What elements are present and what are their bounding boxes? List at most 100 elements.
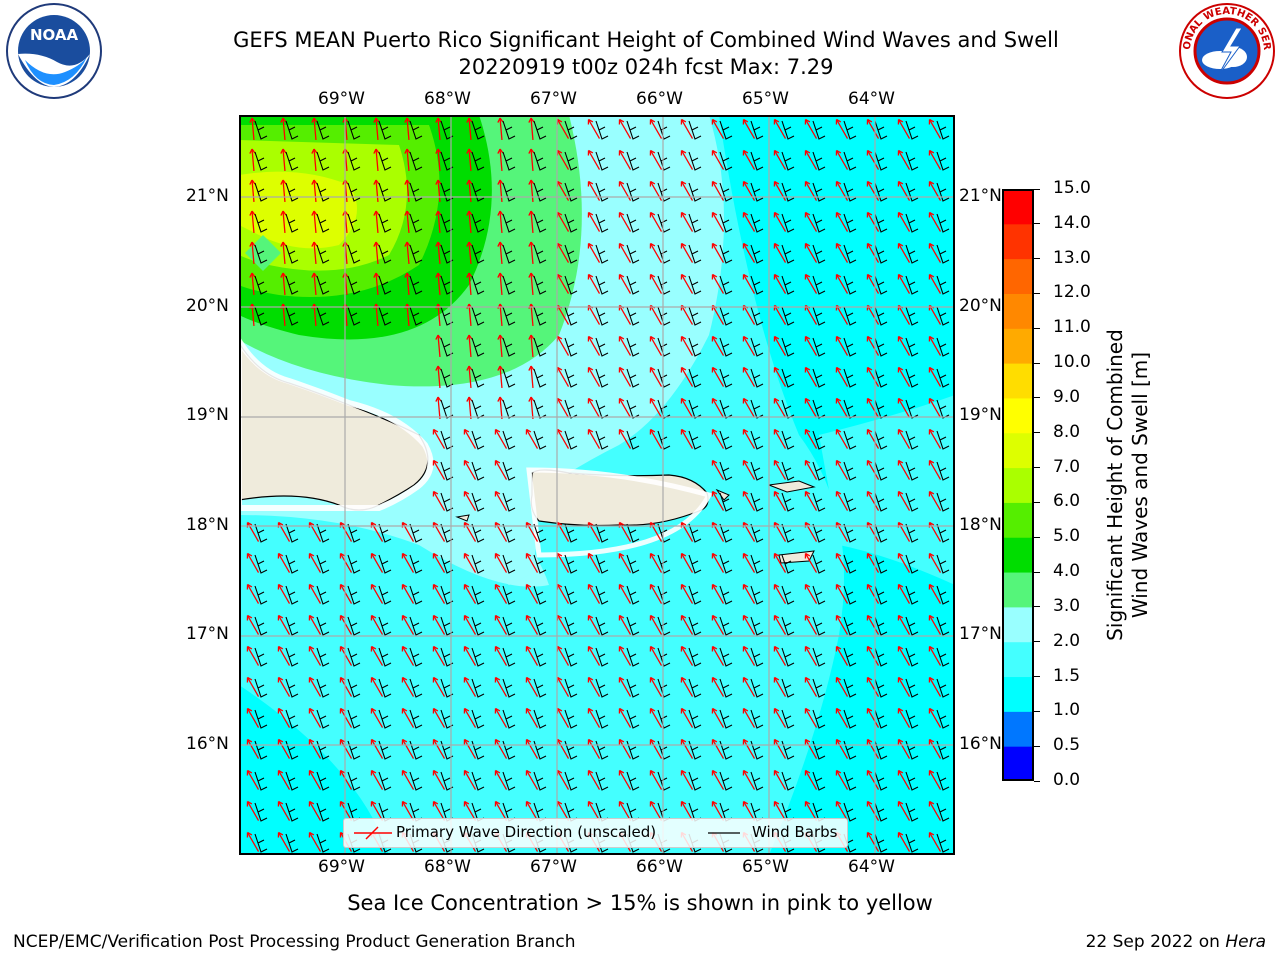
wave-direction-arrowhead bbox=[528, 241, 535, 247]
wave-direction-arrow bbox=[251, 272, 255, 296]
wave-direction-arrowhead bbox=[618, 676, 625, 683]
wave-direction-arrow bbox=[928, 119, 942, 139]
wave-direction-arrow bbox=[804, 553, 818, 573]
wind-barb bbox=[564, 306, 578, 326]
wind-barb bbox=[843, 585, 857, 605]
wave-direction-arrow bbox=[835, 677, 849, 697]
wind-barb bbox=[812, 492, 826, 512]
wave-direction-arrow bbox=[437, 396, 441, 420]
wave-direction-arrow bbox=[804, 460, 818, 480]
wave-direction-arrow bbox=[649, 801, 663, 821]
wave-direction-arrowhead bbox=[804, 397, 811, 404]
wind-barb bbox=[626, 182, 640, 202]
wave-direction-arrow bbox=[556, 553, 570, 573]
colorbar-tick-label: 3.0 bbox=[1053, 595, 1081, 616]
wave-direction-arrow bbox=[618, 274, 632, 294]
wind-barb bbox=[750, 182, 764, 202]
wave-direction-arrowhead bbox=[835, 614, 842, 621]
wind-barb bbox=[812, 182, 826, 202]
wave-direction-arrow bbox=[463, 429, 477, 449]
wave-direction-arrowhead bbox=[494, 459, 501, 466]
wave-direction-arrowhead bbox=[401, 738, 408, 745]
wave-direction-arrowhead bbox=[497, 396, 504, 402]
wind-barb bbox=[719, 771, 733, 791]
wave-direction-arrow bbox=[587, 708, 601, 728]
wind-barb bbox=[533, 616, 547, 636]
colorbar-tick-mark bbox=[1034, 710, 1040, 712]
wave-direction-arrowhead bbox=[618, 707, 625, 714]
wind-barb bbox=[378, 554, 392, 574]
wave-direction-arrow bbox=[432, 584, 446, 604]
wave-direction-arrowhead bbox=[435, 272, 442, 278]
wind-barb bbox=[812, 709, 826, 729]
colorbar-tick-label: 15.0 bbox=[1053, 178, 1091, 198]
wave-direction-arrowhead bbox=[680, 118, 687, 125]
wave-direction-arrowhead bbox=[804, 149, 811, 156]
wind-barb bbox=[347, 523, 361, 543]
wind-barb bbox=[471, 337, 485, 357]
wind-barb bbox=[657, 647, 671, 667]
wave-direction-arrow bbox=[680, 429, 694, 449]
wave-direction-arrowhead bbox=[649, 583, 656, 590]
wind-barb bbox=[688, 399, 702, 419]
wave-direction-arrow bbox=[406, 148, 410, 172]
wind-barb bbox=[564, 585, 578, 605]
wave-direction-arrowhead bbox=[680, 149, 687, 156]
wave-direction-arrow bbox=[866, 708, 880, 728]
wind-barb bbox=[874, 554, 888, 574]
wave-direction-arrow bbox=[587, 212, 601, 232]
wind-barb bbox=[285, 523, 299, 543]
wind-barb bbox=[409, 678, 423, 698]
wind-barb bbox=[781, 337, 795, 357]
wind-barb bbox=[564, 678, 578, 698]
wind-barb bbox=[812, 771, 826, 791]
wave-direction-arrow bbox=[251, 210, 255, 234]
wind-barb bbox=[533, 151, 547, 171]
wave-direction-arrowhead bbox=[311, 241, 318, 247]
wind-barb bbox=[750, 430, 764, 450]
wave-direction-arrow bbox=[556, 584, 570, 604]
wave-direction-arrow bbox=[463, 584, 477, 604]
wave-direction-arrowhead bbox=[804, 614, 811, 621]
wind-barb bbox=[595, 244, 609, 264]
colorbar-swatch bbox=[1002, 537, 1034, 573]
wave-direction-arrowhead bbox=[649, 521, 656, 528]
colorbar-swatch bbox=[1002, 606, 1034, 643]
colorbar-tick-label: 9.0 bbox=[1053, 386, 1081, 407]
wave-direction-arrow bbox=[432, 677, 446, 697]
wave-direction-arrow bbox=[499, 241, 503, 265]
wind-barb bbox=[812, 554, 826, 574]
wave-direction-arrow bbox=[246, 770, 260, 790]
wind-barb bbox=[347, 647, 361, 667]
wave-direction-arrowhead bbox=[618, 614, 625, 621]
footer-credit: NCEP/EMC/Verification Post Processing Pr… bbox=[13, 932, 576, 952]
wave-direction-arrowhead bbox=[373, 272, 380, 278]
wave-direction-arrow bbox=[251, 303, 255, 327]
wave-direction-arrow bbox=[308, 832, 322, 852]
nws-logo: NATIONAL WEATHER SERVICE bbox=[1174, 0, 1276, 100]
wave-direction-arrow bbox=[437, 179, 441, 203]
wave-band-2.0-3.0-mona bbox=[439, 445, 539, 585]
wind-barb bbox=[378, 306, 392, 326]
wave-direction-arrow bbox=[251, 148, 255, 172]
wave-direction-arrow bbox=[773, 584, 787, 604]
wave-direction-arrow bbox=[525, 646, 539, 666]
wave-direction-arrowhead bbox=[928, 800, 935, 807]
wave-direction-arrow bbox=[742, 739, 756, 759]
wave-direction-arrow bbox=[277, 677, 291, 697]
wave-band-1.5-2.0-east bbox=[819, 395, 955, 585]
wave-direction-arrowhead bbox=[339, 645, 346, 652]
wave-direction-arrowhead bbox=[742, 645, 749, 652]
virgin-islands-land bbox=[768, 480, 816, 493]
wave-direction-arrowhead bbox=[928, 273, 935, 280]
wave-direction-arrowhead bbox=[587, 707, 594, 714]
wave-direction-arrow bbox=[556, 770, 570, 790]
wave-direction-arrow bbox=[835, 243, 849, 263]
colorbar-swatch bbox=[1002, 258, 1034, 294]
wave-direction-arrowhead bbox=[928, 118, 935, 125]
wind-barb bbox=[750, 213, 764, 233]
wave-direction-arrowhead bbox=[680, 552, 687, 559]
wave-direction-arrowhead bbox=[835, 366, 842, 373]
wave-direction-arrowhead bbox=[866, 397, 873, 404]
wave-direction-arrowhead bbox=[339, 769, 346, 776]
